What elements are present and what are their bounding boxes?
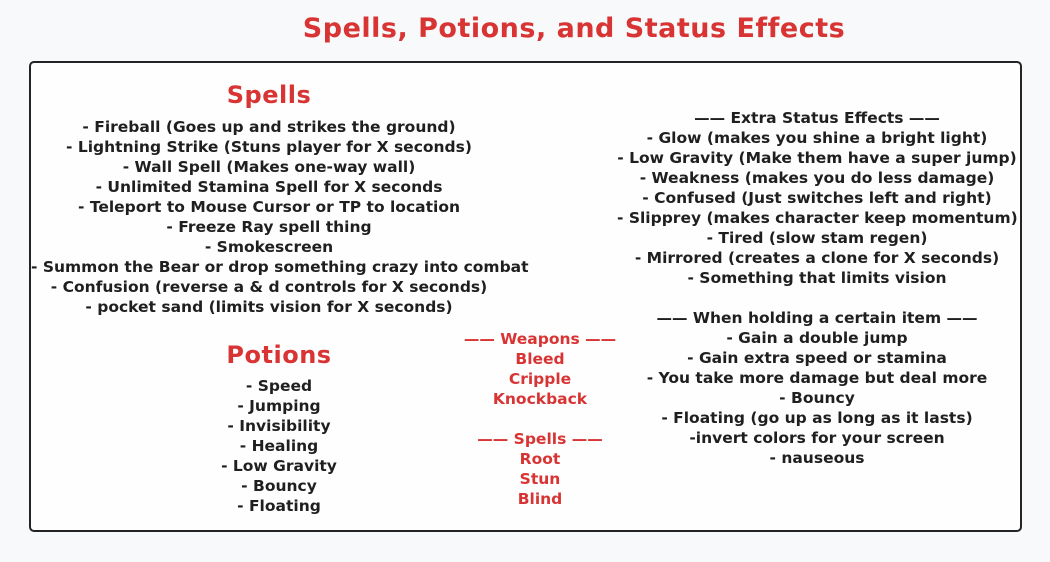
list-item: - Mirrored (creates a clone for X second… — [634, 249, 1000, 267]
list-item: - Low Gravity (Make them have a super ju… — [617, 149, 1017, 167]
spells-list: - Fireball (Goes up and strikes the grou… — [31, 117, 529, 317]
spell-effects-status-group: —— Spells —— Root Stun Blind — [440, 429, 640, 509]
list-item: - Healing — [239, 437, 319, 455]
list-item: - Wall Spell (Makes one-way wall) — [122, 158, 416, 176]
list-item: Cripple — [508, 370, 572, 388]
list-item: - Bouncy — [241, 477, 317, 495]
list-item: - Low Gravity — [221, 457, 337, 475]
list-item: - Gain a double jump — [726, 329, 908, 347]
list-item: Root — [519, 450, 561, 468]
list-item: - Freeze Ray spell thing — [166, 218, 372, 236]
list-item: - pocket sand (limits vision for X secon… — [85, 298, 453, 316]
extra-status-heading: —— Extra Status Effects —— — [694, 109, 940, 127]
list-item: Stun — [519, 470, 561, 488]
list-item: Blind — [517, 490, 563, 508]
extra-status-list: - Glow (makes you shine a bright light) -… — [617, 128, 1018, 288]
potions-list: - Speed - Jumping - Invisibility - Healing -… — [61, 376, 497, 516]
list-item: - Gain extra speed or stamina — [687, 349, 947, 367]
weapons-status-group: —— Weapons —— Bleed Cripple Knockback — [440, 329, 640, 409]
holding-item-section: —— When holding a certain item —— - Gain… — [617, 308, 1017, 468]
list-item: - You take more damage but deal more — [646, 369, 988, 387]
spell-effects-list: Root Stun Blind — [440, 449, 640, 509]
spells-section: Spells - Fireball (Goes up and strikes t… — [31, 81, 529, 317]
list-item: - Invisibility — [227, 417, 331, 435]
weapons-heading: —— Weapons —— — [463, 330, 617, 348]
list-item: - Confused (Just switches left and right… — [642, 189, 992, 207]
list-item: - Speed — [245, 377, 313, 395]
list-item: - Summon the Bear or drop something craz… — [31, 258, 529, 276]
page-title: Spells, Potions, and Status Effects — [302, 13, 846, 44]
list-item: - Confusion (reverse a & d controls for … — [50, 278, 488, 296]
potions-heading: Potions — [226, 341, 332, 369]
list-item: - Tired (slow stam regen) — [706, 229, 928, 247]
list-item: -invert colors for your screen — [689, 429, 945, 447]
extra-status-section: —— Extra Status Effects —— - Glow (makes… — [617, 108, 1018, 288]
list-item: - Weakness (makes you do less damage) — [639, 169, 995, 187]
list-item: - Jumping — [237, 397, 321, 415]
list-item: - Fireball (Goes up and strikes the grou… — [82, 118, 456, 136]
list-item: - Unlimited Stamina Spell for X seconds — [95, 178, 443, 196]
content-board: Spells - Fireball (Goes up and strikes t… — [29, 61, 1022, 532]
holding-item-heading: —— When holding a certain item —— — [656, 309, 978, 327]
list-item: - Teleport to Mouse Cursor or TP to loca… — [77, 198, 461, 216]
potions-section: Potions - Speed - Jumping - Invisibility - … — [61, 341, 497, 516]
list-item: Knockback — [492, 390, 588, 408]
list-item: - Lightning Strike (Stuns player for X s… — [66, 138, 472, 156]
list-item: - Floating — [237, 497, 321, 515]
list-item: Bleed — [515, 350, 565, 368]
list-item: - Slipprey (makes character keep momentu… — [617, 209, 1018, 227]
list-item: - Smokescreen — [204, 238, 334, 256]
spell-effects-heading: —— Spells —— — [477, 430, 603, 448]
list-item: - Glow (makes you shine a bright light) — [646, 129, 988, 147]
list-item: - nauseous — [769, 449, 865, 467]
weapons-list: Bleed Cripple Knockback — [440, 349, 640, 409]
list-item: - Something that limits vision — [687, 269, 947, 287]
list-item: - Bouncy — [779, 389, 855, 407]
list-item: - Floating (go up as long as it lasts) — [661, 409, 973, 427]
spells-heading: Spells — [226, 81, 312, 109]
holding-item-list: - Gain a double jump - Gain extra speed o… — [617, 328, 1017, 468]
